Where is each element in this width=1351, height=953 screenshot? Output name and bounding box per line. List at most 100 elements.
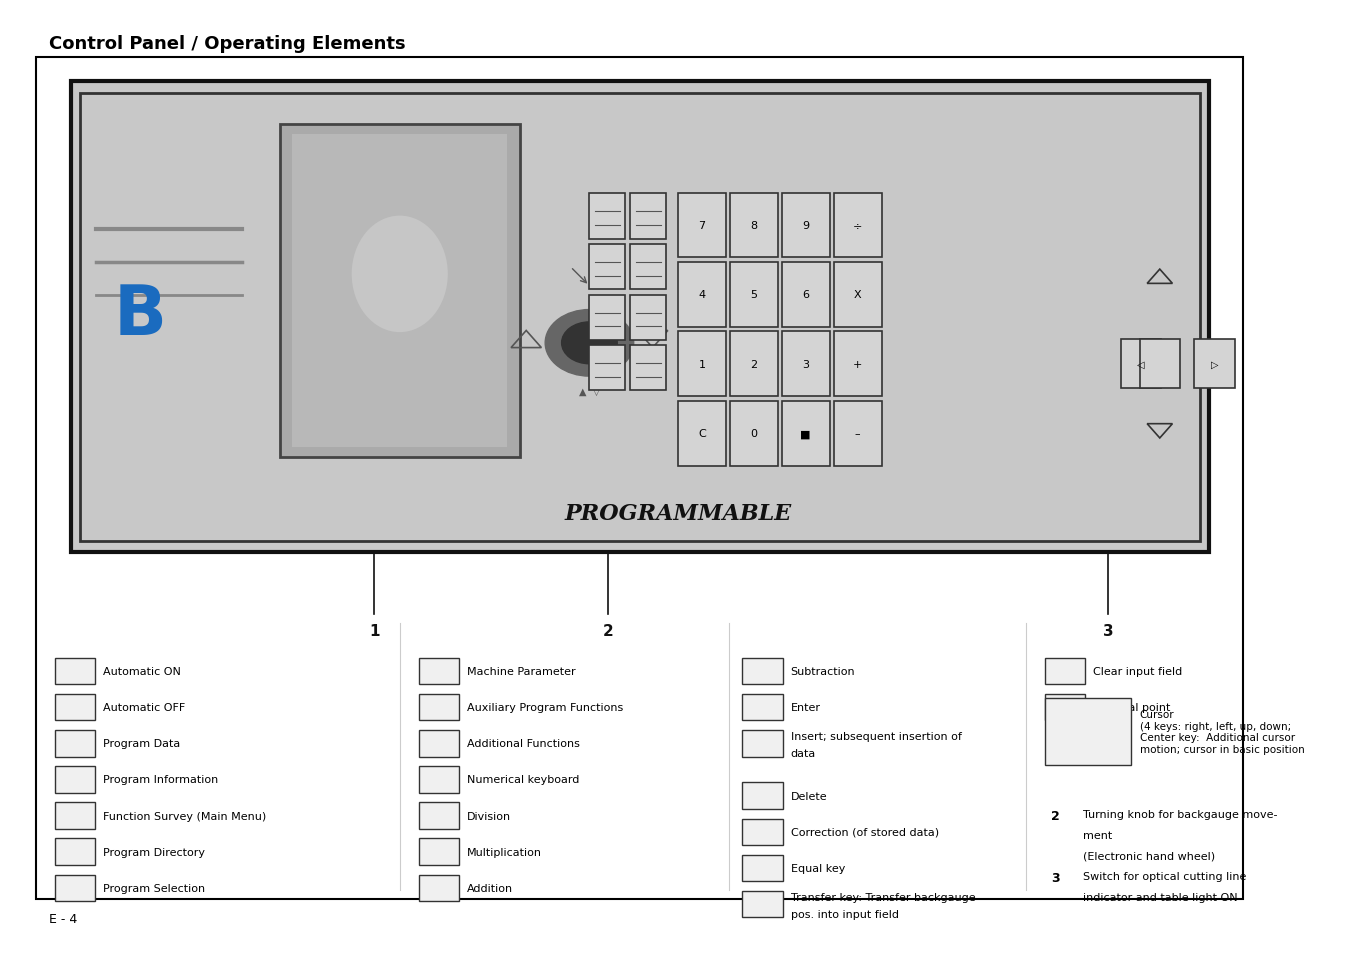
FancyBboxPatch shape [1044, 658, 1085, 684]
Text: Program Selection: Program Selection [103, 882, 205, 893]
FancyBboxPatch shape [419, 766, 459, 793]
FancyBboxPatch shape [589, 194, 626, 239]
FancyBboxPatch shape [834, 332, 882, 396]
Text: ÷: ÷ [852, 221, 862, 231]
FancyBboxPatch shape [730, 263, 778, 327]
Text: indicator and table light ON: indicator and table light ON [1082, 892, 1238, 902]
FancyBboxPatch shape [280, 125, 520, 457]
FancyBboxPatch shape [782, 332, 830, 396]
FancyBboxPatch shape [589, 295, 626, 340]
Text: 2: 2 [603, 624, 613, 639]
Text: Automatic ON: Automatic ON [103, 666, 181, 677]
FancyBboxPatch shape [419, 694, 459, 720]
FancyBboxPatch shape [1194, 339, 1235, 389]
Text: 3: 3 [1051, 871, 1059, 883]
FancyBboxPatch shape [54, 839, 95, 865]
FancyBboxPatch shape [743, 730, 784, 757]
FancyBboxPatch shape [630, 295, 666, 340]
FancyBboxPatch shape [678, 263, 725, 327]
Text: 5: 5 [750, 290, 758, 300]
FancyBboxPatch shape [1120, 339, 1162, 389]
Text: Decimal point: Decimal point [1093, 702, 1170, 713]
FancyBboxPatch shape [630, 346, 666, 391]
FancyBboxPatch shape [730, 193, 778, 258]
FancyBboxPatch shape [743, 782, 784, 809]
Text: Transfer key: Transfer backgauge: Transfer key: Transfer backgauge [790, 892, 975, 902]
Text: Division: Division [466, 811, 511, 821]
Text: –: – [855, 429, 861, 438]
FancyBboxPatch shape [1316, 225, 1343, 301]
Text: 8: 8 [750, 221, 758, 231]
FancyBboxPatch shape [834, 193, 882, 258]
FancyBboxPatch shape [292, 134, 507, 448]
FancyBboxPatch shape [54, 766, 95, 793]
FancyBboxPatch shape [54, 658, 95, 684]
FancyBboxPatch shape [589, 346, 626, 391]
FancyBboxPatch shape [54, 875, 95, 902]
FancyBboxPatch shape [678, 332, 725, 396]
FancyBboxPatch shape [782, 401, 830, 466]
Text: Automatic OFF: Automatic OFF [103, 702, 185, 713]
Circle shape [546, 311, 634, 376]
Text: +: + [852, 359, 862, 370]
FancyBboxPatch shape [730, 401, 778, 466]
FancyBboxPatch shape [80, 93, 1200, 541]
FancyBboxPatch shape [834, 263, 882, 327]
Text: Program Information: Program Information [103, 775, 218, 784]
Circle shape [562, 322, 617, 364]
Text: 4: 4 [698, 290, 705, 300]
Text: Enter: Enter [790, 702, 820, 713]
FancyBboxPatch shape [54, 694, 95, 720]
FancyBboxPatch shape [35, 58, 1243, 900]
Text: Machine Parameter: Machine Parameter [466, 666, 576, 677]
FancyBboxPatch shape [678, 193, 725, 258]
FancyBboxPatch shape [419, 730, 459, 757]
Text: pos. into input field: pos. into input field [790, 909, 898, 919]
Text: ■: ■ [800, 429, 811, 438]
Text: Display: Display [1082, 747, 1124, 758]
FancyBboxPatch shape [630, 245, 666, 290]
Text: E - 4: E - 4 [50, 912, 78, 924]
Text: 9: 9 [802, 221, 809, 231]
FancyBboxPatch shape [743, 855, 784, 882]
FancyBboxPatch shape [743, 658, 784, 684]
Text: ◁: ◁ [1138, 359, 1144, 370]
Text: 6: 6 [802, 290, 809, 300]
Text: Turning knob for backgauge move-: Turning knob for backgauge move- [1082, 809, 1277, 819]
Text: Equal key: Equal key [790, 863, 844, 873]
FancyBboxPatch shape [1139, 339, 1181, 389]
FancyBboxPatch shape [743, 891, 784, 918]
FancyBboxPatch shape [1044, 694, 1085, 720]
Text: Addition: Addition [466, 882, 513, 893]
Text: Numerical keyboard: Numerical keyboard [466, 775, 580, 784]
Text: Auxiliary Program Functions: Auxiliary Program Functions [466, 702, 623, 713]
FancyBboxPatch shape [54, 730, 95, 757]
FancyBboxPatch shape [72, 82, 1209, 553]
Text: 2: 2 [750, 359, 758, 370]
Text: Delete: Delete [790, 791, 827, 801]
FancyBboxPatch shape [782, 263, 830, 327]
Text: ment: ment [1082, 830, 1112, 840]
Text: 1: 1 [698, 359, 705, 370]
Ellipse shape [351, 216, 447, 333]
Text: Function Survey (Main Menu): Function Survey (Main Menu) [103, 811, 266, 821]
Text: Clear input field: Clear input field [1093, 666, 1182, 677]
FancyBboxPatch shape [419, 839, 459, 865]
Text: 1: 1 [1051, 747, 1059, 760]
FancyBboxPatch shape [743, 819, 784, 845]
FancyBboxPatch shape [54, 802, 95, 829]
Text: (Electronic hand wheel): (Electronic hand wheel) [1082, 851, 1215, 861]
FancyBboxPatch shape [834, 401, 882, 466]
Text: ▷: ▷ [1210, 359, 1219, 370]
FancyBboxPatch shape [1044, 699, 1131, 765]
FancyBboxPatch shape [782, 193, 830, 258]
Text: 3: 3 [1102, 624, 1113, 639]
FancyBboxPatch shape [743, 694, 784, 720]
Text: X: X [854, 290, 862, 300]
Text: 2: 2 [1051, 809, 1059, 822]
FancyBboxPatch shape [419, 875, 459, 902]
Text: 0: 0 [750, 429, 758, 438]
Text: C: C [698, 429, 705, 438]
Text: PROGRAMMABLE: PROGRAMMABLE [565, 502, 792, 524]
FancyBboxPatch shape [589, 245, 626, 290]
